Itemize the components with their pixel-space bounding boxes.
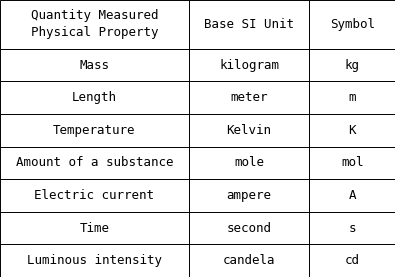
Text: A: A	[348, 189, 356, 202]
Bar	[309, 147, 395, 179]
Bar	[309, 179, 395, 212]
Bar	[189, 147, 309, 179]
Bar	[189, 81, 309, 114]
Text: mole: mole	[234, 157, 264, 170]
Text: Electric current: Electric current	[34, 189, 154, 202]
Text: m: m	[348, 91, 356, 104]
Bar	[309, 81, 395, 114]
Text: Amount of a substance: Amount of a substance	[16, 157, 173, 170]
Text: Symbol: Symbol	[330, 18, 374, 31]
Text: meter: meter	[230, 91, 268, 104]
Bar	[189, 179, 309, 212]
Bar	[189, 0, 309, 49]
Text: s: s	[348, 222, 356, 235]
Bar	[0, 179, 189, 212]
Text: kilogram: kilogram	[219, 59, 279, 72]
Text: Mass: Mass	[79, 59, 109, 72]
Bar	[0, 212, 189, 244]
Text: Luminous intensity: Luminous intensity	[27, 254, 162, 267]
Text: mol: mol	[341, 157, 363, 170]
Bar	[309, 0, 395, 49]
Text: Kelvin: Kelvin	[227, 124, 271, 137]
Bar	[189, 114, 309, 147]
Text: candela: candela	[223, 254, 275, 267]
Text: second: second	[227, 222, 271, 235]
Bar	[309, 244, 395, 277]
Text: Time: Time	[79, 222, 109, 235]
Bar	[0, 81, 189, 114]
Bar	[309, 49, 395, 81]
Text: ampere: ampere	[227, 189, 271, 202]
Text: K: K	[348, 124, 356, 137]
Bar	[0, 147, 189, 179]
Bar	[189, 244, 309, 277]
Bar	[0, 0, 189, 49]
Bar	[309, 212, 395, 244]
Text: Length: Length	[72, 91, 117, 104]
Text: Quantity Measured
Physical Property: Quantity Measured Physical Property	[31, 9, 158, 39]
Bar	[309, 114, 395, 147]
Bar	[189, 49, 309, 81]
Text: cd: cd	[345, 254, 359, 267]
Text: Base SI Unit: Base SI Unit	[204, 18, 294, 31]
Bar	[189, 212, 309, 244]
Text: kg: kg	[345, 59, 359, 72]
Text: Temperature: Temperature	[53, 124, 135, 137]
Bar	[0, 114, 189, 147]
Bar	[0, 244, 189, 277]
Bar	[0, 49, 189, 81]
